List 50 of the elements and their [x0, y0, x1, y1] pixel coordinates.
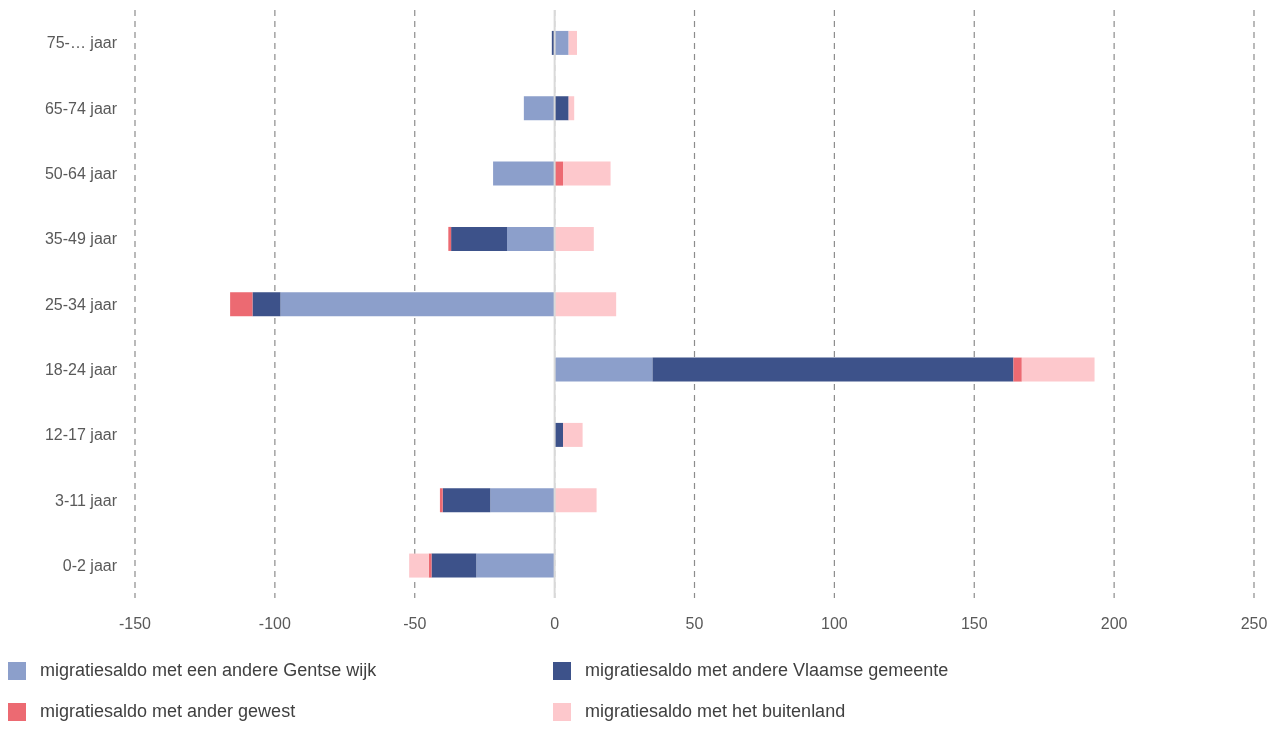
y-tick-label: 3-11 jaar: [55, 491, 118, 509]
bar: [554, 30, 569, 55]
bar: [652, 357, 1014, 382]
legend-label: migratiesaldo met andere Vlaamse gemeente: [585, 660, 949, 681]
legend-label: migratiesaldo met een andere Gentse wijk: [40, 660, 377, 681]
bar: [523, 96, 555, 121]
bar: [431, 553, 477, 578]
bar: [493, 161, 555, 186]
bar: [439, 488, 443, 513]
y-tick-label: 35-49 jaar: [44, 230, 118, 248]
y-tick-label: 65-74 jaar: [44, 99, 118, 117]
y-tick-label: 75-… jaar: [46, 34, 118, 52]
bar: [451, 226, 508, 251]
x-tick-label: -100: [258, 615, 291, 633]
y-tick-label: 0-2 jaar: [62, 557, 118, 575]
bar: [490, 488, 555, 513]
legend-label: migratiesaldo met ander gewest: [40, 701, 296, 722]
x-tick-label: -150: [118, 615, 152, 633]
x-tick-label: 100: [821, 615, 848, 633]
x-tick-label: 150: [960, 615, 988, 633]
bar: [280, 292, 555, 317]
x-tick-label: 50: [685, 615, 704, 633]
x-tick-label: 0: [550, 615, 560, 633]
x-tick-label: 200: [1100, 615, 1128, 633]
bar: [230, 292, 253, 317]
bar: [409, 553, 429, 578]
bar: [568, 96, 575, 121]
y-tick-label: 50-64 jaar: [44, 165, 118, 183]
legend-label: migratiesaldo met het buitenland: [585, 701, 846, 722]
bar: [568, 30, 578, 55]
bar: [1013, 357, 1022, 382]
bar: [507, 226, 555, 251]
bar: [554, 226, 594, 251]
bar: [476, 553, 555, 578]
y-tick-label: 18-24 jaar: [44, 361, 118, 379]
bar: [252, 292, 281, 317]
x-tick-label: -50: [403, 615, 427, 633]
bar: [563, 161, 611, 186]
x-tick-label: 250: [1240, 615, 1268, 633]
bar: [554, 292, 617, 317]
bar: [442, 488, 491, 513]
bar: [563, 422, 583, 447]
y-tick-label: 25-34 jaar: [44, 295, 118, 313]
bar: [554, 96, 569, 121]
bar: [554, 357, 653, 382]
bar: [554, 488, 597, 513]
y-tick-label: 12-17 jaar: [44, 426, 118, 444]
bar: [1021, 357, 1095, 382]
bar: [428, 553, 432, 578]
bar: [448, 226, 452, 251]
